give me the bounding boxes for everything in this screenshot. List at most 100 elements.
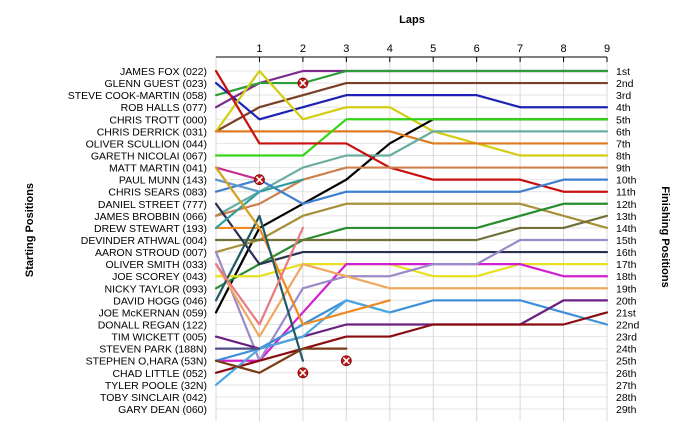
starting-position-label: CHAD LITTLE (052) bbox=[112, 368, 207, 380]
series-line bbox=[214, 118, 609, 157]
finishing-position-label: 25th bbox=[616, 356, 637, 368]
finishing-position-label: 6th bbox=[616, 126, 631, 138]
retirement-marker bbox=[340, 355, 352, 367]
labels: Laps Starting Positions Finishing Positi… bbox=[24, 14, 671, 416]
lap-tick-label: 9 bbox=[604, 43, 610, 55]
retirement-markers bbox=[254, 77, 352, 379]
series-line bbox=[214, 214, 609, 242]
series-line bbox=[214, 311, 609, 374]
starting-position-label: JOE SCOREY (043) bbox=[112, 271, 207, 283]
starting-position-label: TIM WICKETT (005) bbox=[112, 332, 207, 344]
retirement-marker bbox=[297, 367, 309, 379]
finishing-position-label: 9th bbox=[616, 163, 631, 175]
series-line bbox=[214, 226, 391, 326]
starting-position-label: STEVE COOK-MARTIN (058) bbox=[68, 90, 207, 102]
finishing-position-label: 10th bbox=[616, 175, 637, 187]
series-line bbox=[214, 178, 261, 193]
starting-position-label: GARETH NICOLAI (067) bbox=[91, 151, 207, 163]
finishing-position-label: 13th bbox=[616, 211, 637, 223]
lap-tick-label: 3 bbox=[343, 43, 349, 55]
starting-position-label: CHRIS SEARS (083) bbox=[108, 187, 207, 199]
chart-title: Laps bbox=[399, 14, 425, 26]
finishing-position-label: 7th bbox=[616, 138, 631, 150]
starting-position-label: CHRIS DERRICK (031) bbox=[97, 126, 207, 138]
lap-tick-label: 8 bbox=[560, 43, 566, 55]
lap-tick-label: 7 bbox=[517, 43, 523, 55]
finishing-position-label: 4th bbox=[616, 102, 631, 114]
series-line bbox=[214, 81, 609, 133]
starting-position-label: DAVID HOGG (046) bbox=[113, 295, 207, 307]
starting-position-label: DONALL REGAN (122) bbox=[98, 320, 207, 332]
finishing-position-label: 2nd bbox=[616, 78, 634, 90]
finishing-position-label: 12th bbox=[616, 199, 637, 211]
series-line bbox=[214, 238, 609, 362]
series-line bbox=[214, 347, 348, 374]
starting-position-label: MATT MARTIN (041) bbox=[109, 163, 207, 175]
finishing-position-label: 8th bbox=[616, 151, 631, 163]
finishing-position-label: 14th bbox=[616, 223, 637, 235]
finishing-position-label: 29th bbox=[616, 404, 637, 416]
finishing-position-label: 22nd bbox=[616, 320, 640, 332]
starting-position-label: OLIVER SMITH (033) bbox=[105, 259, 207, 271]
finishing-position-label: 28th bbox=[616, 392, 637, 404]
lap-tick-label: 4 bbox=[387, 43, 393, 55]
starting-position-label: OLIVER SCULLION (044) bbox=[86, 138, 207, 150]
starting-position-label: STEPHEN O,HARA (53N) bbox=[86, 356, 207, 368]
finishing-position-label: 15th bbox=[616, 235, 637, 247]
starting-position-label: DANIEL STREET (777) bbox=[98, 199, 207, 211]
series-line bbox=[214, 299, 391, 386]
series-line bbox=[214, 130, 609, 145]
finishing-position-label: 20th bbox=[616, 295, 637, 307]
retirement-marker bbox=[297, 77, 309, 89]
lap-tick-label: 1 bbox=[256, 43, 262, 55]
series-line bbox=[214, 226, 304, 326]
starting-position-label: GLENN GUEST (023) bbox=[104, 78, 207, 90]
starting-position-label: JAMES FOX (022) bbox=[120, 66, 207, 78]
finishing-position-label: 24th bbox=[616, 344, 637, 356]
finishing-position-label: 11th bbox=[616, 187, 636, 199]
finishing-position-label: 17th bbox=[616, 259, 637, 271]
series-line bbox=[214, 166, 261, 230]
series-line bbox=[214, 202, 609, 266]
starting-position-label: GARY DEAN (060) bbox=[118, 404, 207, 416]
starting-position-label: DEVINDER ATHWAL (004) bbox=[81, 235, 207, 247]
series-line bbox=[214, 130, 609, 217]
starting-position-label: JOE McKERNAN (059) bbox=[98, 307, 207, 319]
retirement-marker bbox=[254, 174, 265, 186]
lap-tick-label: 2 bbox=[300, 43, 306, 55]
finishing-position-label: 23rd bbox=[616, 332, 637, 344]
lap-tick-label: 5 bbox=[430, 43, 436, 55]
series-line bbox=[214, 202, 609, 290]
starting-position-label: TYLER POOLE (32N) bbox=[105, 380, 207, 392]
starting-position-label: TOBY SINCLAIR (042) bbox=[100, 392, 207, 404]
lap-tick-label: 6 bbox=[474, 43, 480, 55]
y-axis-label-right: Finishing Positions bbox=[659, 186, 671, 287]
starting-position-label: PAUL MUNN (143) bbox=[119, 175, 207, 187]
finishing-position-label: 26th bbox=[616, 368, 637, 380]
finishing-position-label: 27th bbox=[616, 380, 637, 392]
finishing-position-label: 1st bbox=[616, 66, 630, 78]
starting-position-label: AARON STROUD (007) bbox=[95, 247, 207, 259]
finishing-position-label: 5th bbox=[616, 114, 631, 126]
finishing-position-label: 3rd bbox=[616, 90, 631, 102]
starting-position-label: CHRIS TROTT (000) bbox=[109, 114, 207, 126]
series-line bbox=[214, 263, 609, 338]
finishing-position-label: 16th bbox=[616, 247, 637, 259]
starting-position-label: ROB HALLS (077) bbox=[121, 102, 207, 114]
starting-position-label: JAMES BROBBIN (066) bbox=[94, 211, 207, 223]
series-line bbox=[214, 299, 609, 362]
series-lines bbox=[214, 69, 609, 386]
series-line bbox=[214, 166, 261, 181]
finishing-position-label: 21st bbox=[616, 307, 636, 319]
starting-position-label: NICKY TAYLOR (093) bbox=[104, 283, 207, 295]
series-line bbox=[214, 69, 609, 97]
series-line bbox=[214, 214, 304, 362]
starting-position-label: DREW STEWART (193) bbox=[94, 223, 207, 235]
series-line bbox=[214, 81, 609, 121]
starting-position-label: STEVEN PARK (188N) bbox=[99, 344, 207, 356]
series-line bbox=[214, 178, 609, 205]
y-axis-label-left: Starting Positions bbox=[24, 183, 36, 277]
finishing-position-label: 18th bbox=[616, 271, 637, 283]
finishing-position-label: 19th bbox=[616, 283, 637, 295]
